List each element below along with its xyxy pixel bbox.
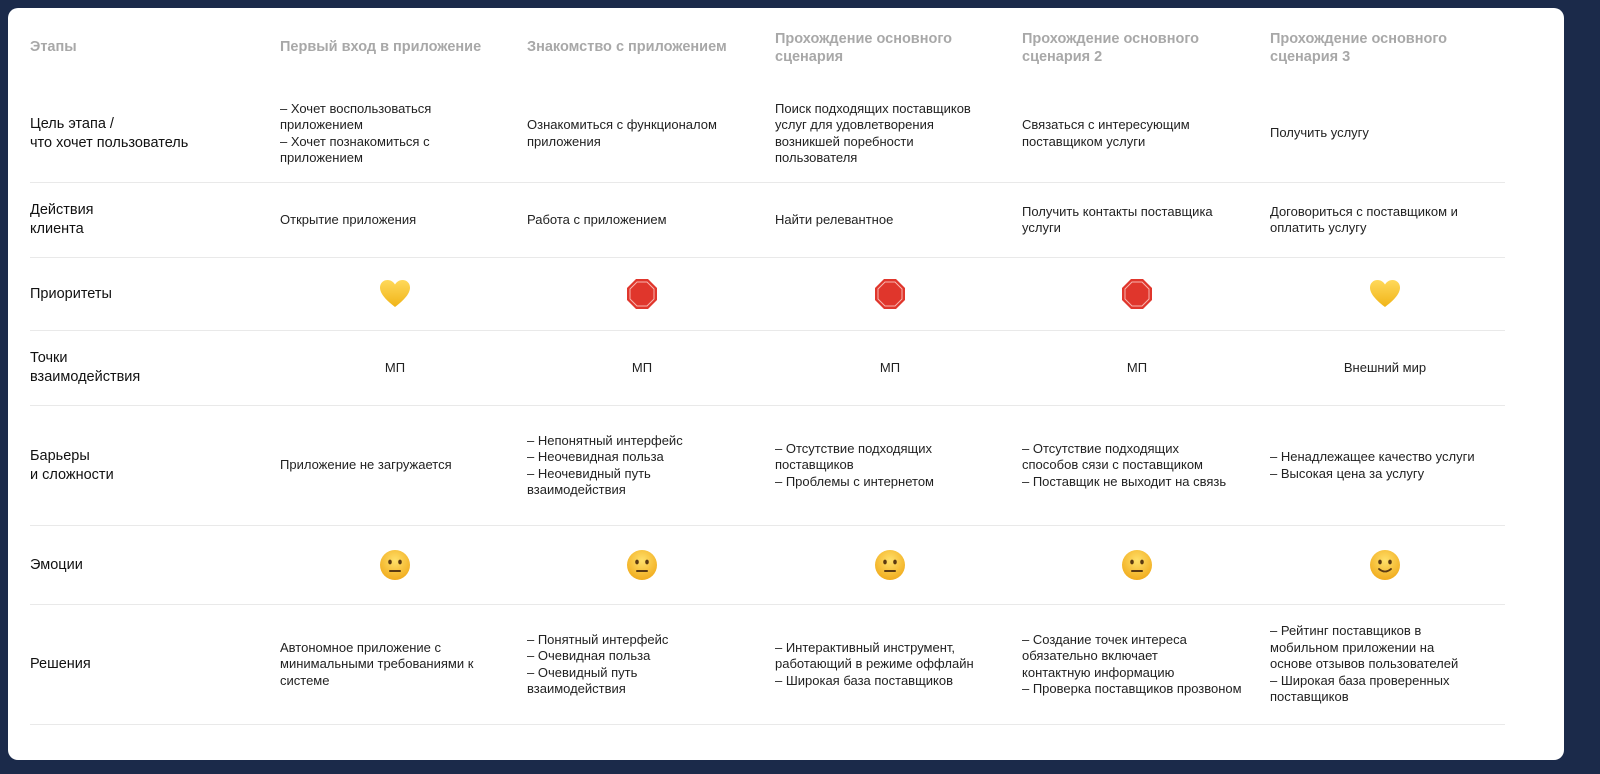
table-row: Цель этапа / что хочет пользователь – Хоч…	[30, 85, 1505, 183]
stage-header: Первый вход в приложение	[280, 39, 482, 55]
header-row: Этапы Первый вход в приложение Знакомство …	[30, 8, 1505, 85]
row-label: Приоритеты	[30, 285, 112, 302]
row-label: Цель этапа / что хочет пользователь	[30, 115, 189, 151]
table-cell	[775, 258, 1005, 330]
table-cell: Приложение не загружается	[280, 457, 452, 473]
yellow-heart-icon	[379, 279, 411, 309]
table-cell: – Понятный интерфейс – Очевидная польза …	[527, 631, 669, 697]
slightly-smiling-face-icon	[1369, 549, 1401, 581]
table-row: Приоритеты	[30, 258, 1505, 331]
table-cell: Договориться с поставщиком и оплатить ус…	[1270, 203, 1458, 236]
table-cell: Поиск подходящих поставщиков услуг для у…	[775, 100, 971, 166]
stop-sign-icon	[874, 278, 906, 310]
table-cell: – Создание точек интереса обязательно вк…	[1022, 631, 1242, 697]
table-cell: Внешний мир	[1343, 359, 1427, 375]
table-cell: МП	[631, 359, 653, 375]
stage-header: Знакомство с приложением	[527, 39, 727, 55]
stop-sign-icon	[1121, 278, 1153, 310]
neutral-face-icon	[626, 549, 658, 581]
table-cell: Открытие приложения	[280, 211, 417, 227]
yellow-heart-icon	[1369, 279, 1401, 309]
table-row: Точки взаимодействия МП МП МП МП Внешний мир	[30, 331, 1505, 406]
table-cell: – Рейтинг поставщиков в мобильном прилож…	[1270, 623, 1459, 705]
table-cell	[1022, 258, 1252, 330]
table-cell: – Хочет воспользоваться приложением – Хо…	[280, 100, 432, 166]
table-row: Действия клиента Открытие приложения Работ…	[30, 183, 1505, 258]
customer-journey-map: Этапы Первый вход в приложение Знакомство …	[8, 8, 1564, 760]
table-cell: – Интерактивный инструмент, работающий в…	[775, 639, 974, 688]
row-label: Точки взаимодействия	[30, 350, 141, 385]
table-row: Решения Автономное приложение с минимальн…	[30, 605, 1505, 725]
table-cell: МП	[1126, 359, 1148, 375]
table-cell: МП	[384, 359, 406, 375]
stop-sign-icon	[626, 278, 658, 310]
table-cell: Получить контакты поставщика услуги	[1022, 203, 1213, 236]
table-row: Барьеры и сложности Приложение не загружа…	[30, 406, 1505, 526]
table-cell: – Ненадлежащее качество услуги – Высокая…	[1270, 449, 1475, 481]
stage-header: Прохождение основного сценария 2	[1022, 31, 1200, 65]
stage-header: Прохождение основного сценария 3	[1270, 31, 1448, 65]
table-row: Эмоции	[30, 526, 1505, 605]
table-cell	[280, 258, 510, 330]
table-cell: – Отсутствие подходящих поставщиков – Пр…	[775, 440, 934, 489]
row-label: Действия клиента	[30, 202, 94, 237]
neutral-face-icon	[379, 549, 411, 581]
table-cell: Ознакомиться с функционалом приложения	[527, 117, 717, 149]
table-cell: – Отсутствие подходящих способов сязи с …	[1022, 440, 1227, 489]
neutral-face-icon	[874, 549, 906, 581]
neutral-face-icon	[1121, 549, 1153, 581]
header-label: Этапы	[30, 39, 77, 55]
table-cell: – Непонятный интерфейс – Неочевидная пол…	[527, 432, 683, 498]
table-cell	[280, 526, 510, 604]
table-cell	[527, 258, 757, 330]
table-cell: Связаться с интересующим поставщиком усл…	[1022, 117, 1190, 149]
row-label: Барьеры и сложности	[30, 447, 114, 483]
table-cell: Найти релевантное	[775, 211, 894, 227]
row-label: Решения	[30, 656, 91, 672]
table-cell	[1270, 258, 1500, 330]
table-cell: Получить услугу	[1270, 125, 1369, 141]
table-cell	[1022, 526, 1252, 604]
table-cell	[527, 526, 757, 604]
table-cell: Автономное приложение с минимальными тре…	[280, 639, 474, 688]
table-cell: МП	[879, 359, 901, 375]
table-cell: Работа с приложением	[527, 211, 667, 227]
stage-header: Прохождение основного сценария	[775, 31, 953, 65]
table-cell	[775, 526, 1005, 604]
row-label: Эмоции	[30, 556, 83, 573]
table-cell	[1270, 526, 1500, 604]
